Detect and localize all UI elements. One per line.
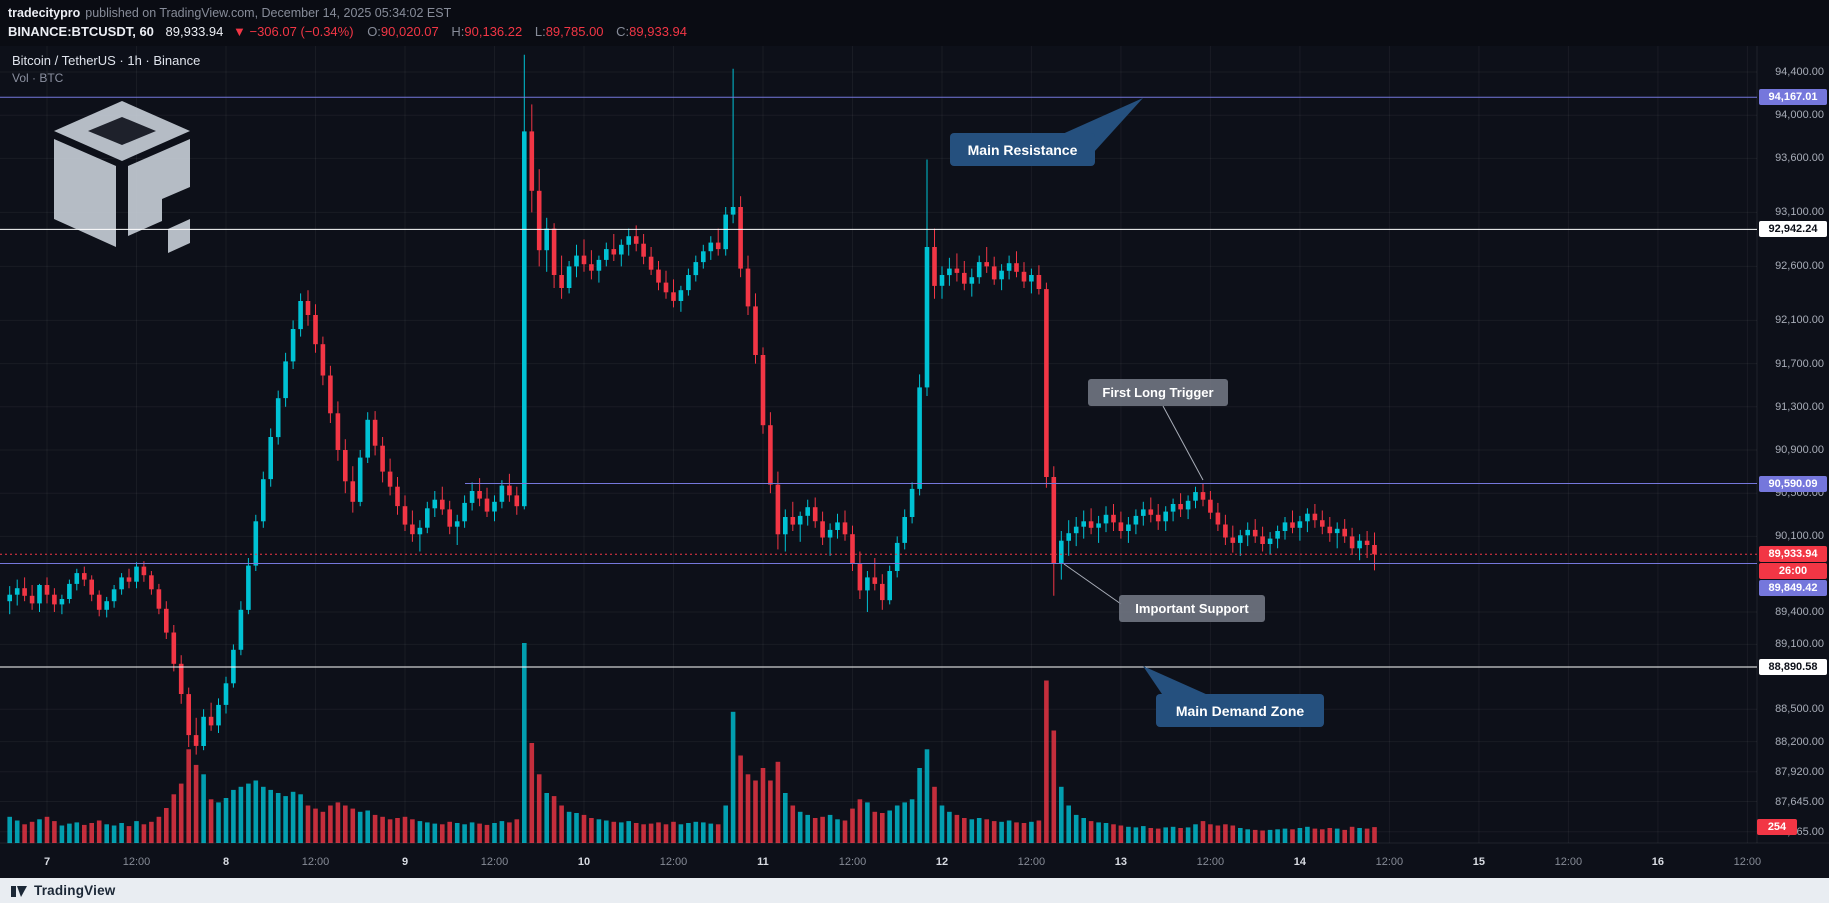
ohlc-high: H:90,136.22 (451, 24, 523, 39)
symbol-info-line: BINANCE:BTCUSDT, 60 89,933.94 ▼ −306.07 … (8, 22, 1829, 41)
price-axis-label: 94,400.00 (1775, 66, 1824, 78)
footer: TradingView (0, 878, 1829, 903)
svg-text:7: 7 (44, 856, 50, 868)
ohlc-open: O:90,020.07 (367, 24, 439, 39)
price-axis-label: 90,100.00 (1775, 530, 1824, 543)
svg-text:12:00: 12:00 (1734, 856, 1762, 868)
price-axis-label: 90,900.00 (1775, 444, 1824, 456)
candlestick-chart[interactable]: 7 12:00 8 12:00 9 12:00 10 12:00 11 12:00 12 12:00 1… (0, 46, 1829, 878)
symbol-title: BINANCE:BTCUSDT, 60 (8, 24, 154, 39)
grid (0, 46, 1757, 843)
ohlc-low: L:89,785.00 (534, 24, 604, 39)
svg-text:8: 8 (223, 856, 229, 868)
last-price: 89,933.94 (165, 24, 224, 39)
price-axis-label: 92,600.00 (1775, 260, 1824, 273)
svg-text:11: 11 (757, 856, 769, 868)
svg-text:12:00: 12:00 (1197, 856, 1225, 868)
price-axis-label: 92,100.00 (1775, 314, 1824, 327)
price-axis-label: 91,300.00 (1775, 400, 1824, 413)
price-line-badge: 88,890.58 (1759, 659, 1827, 675)
callout-main-resistance[interactable]: Main Resistance (950, 133, 1095, 166)
svg-text:12:00: 12:00 (660, 856, 688, 868)
price-axis-label: 87,920.00 (1775, 765, 1824, 778)
header: tradecitypro published on TradingView.com… (0, 0, 1829, 46)
current-price-badge: 89,933.94 (1759, 546, 1827, 563)
countdown-badge: 26:00 (1759, 563, 1827, 580)
price-axis[interactable]: 94,400.00 94,000.00 93,600.00 93,100.00 92,6… (1757, 46, 1829, 878)
svg-text:12:00: 12:00 (1555, 856, 1583, 868)
price-axis-label: 94,000.00 (1775, 109, 1824, 122)
svg-text:10: 10 (578, 856, 590, 868)
price-axis-label: 89,400.00 (1775, 606, 1824, 618)
price-axis-label: 88,500.00 (1775, 703, 1824, 716)
svg-text:13: 13 (1115, 856, 1127, 868)
svg-text:15: 15 (1473, 856, 1485, 868)
brand-name: TradingView (34, 883, 116, 898)
price-axis-label: 91,700.00 (1775, 357, 1824, 370)
svg-text:12:00: 12:00 (123, 856, 151, 868)
ohlc-close: C:89,933.94 (616, 24, 688, 39)
price-lines (0, 96, 1757, 668)
price-line-badge: 92,942.24 (1759, 221, 1827, 238)
price-axis-label: 93,600.00 (1775, 152, 1824, 165)
tradingview-link[interactable]: TradingView (10, 883, 115, 899)
price-axis-label: 89,100.00 (1775, 638, 1824, 651)
svg-text:9: 9 (402, 856, 408, 868)
svg-text:12:00: 12:00 (481, 856, 509, 868)
svg-text:14: 14 (1294, 856, 1307, 868)
price-change: ▼ −306.07 (−0.34%) (233, 24, 354, 39)
attribution-line: tradecitypro published on TradingView.com… (8, 4, 1829, 22)
svg-text:12:00: 12:00 (302, 856, 330, 868)
svg-text:12: 12 (936, 856, 948, 868)
time-axis[interactable]: 7 12:00 8 12:00 9 12:00 10 12:00 11 12:00 12 12:00 1… (44, 856, 1761, 868)
callout-important-support[interactable]: Important Support (1119, 595, 1265, 622)
callout-main-demand-zone[interactable]: Main Demand Zone (1156, 694, 1324, 727)
author-name: tradecitypro (8, 6, 81, 20)
published-info: published on TradingView.com, December 1… (85, 6, 452, 20)
svg-text:16: 16 (1652, 856, 1664, 868)
price-axis-label: 93,100.00 (1775, 206, 1824, 219)
price-axis-label: 87,645.00 (1775, 795, 1824, 808)
price-line-badge: 94,167.01 (1759, 89, 1827, 106)
candles-group (7, 54, 1377, 755)
price-chart[interactable]: 7 12:00 8 12:00 9 12:00 10 12:00 11 12:00 12 12:00 1… (0, 46, 1829, 878)
volume-group (7, 643, 1377, 844)
tradingview-logo (11, 885, 27, 897)
svg-text:12:00: 12:00 (839, 856, 867, 868)
price-axis-label: 88,200.00 (1775, 735, 1824, 748)
price-line-badge: 89,849.42 (1759, 580, 1827, 597)
callout-first-long-trigger[interactable]: First Long Trigger (1088, 379, 1228, 406)
watermark-logo (54, 101, 190, 253)
volume-badge: 254 (1757, 819, 1797, 836)
svg-text:12:00: 12:00 (1376, 856, 1404, 868)
svg-text:12:00: 12:00 (1018, 856, 1046, 868)
price-line-badge: 90,590.09 (1759, 475, 1827, 492)
